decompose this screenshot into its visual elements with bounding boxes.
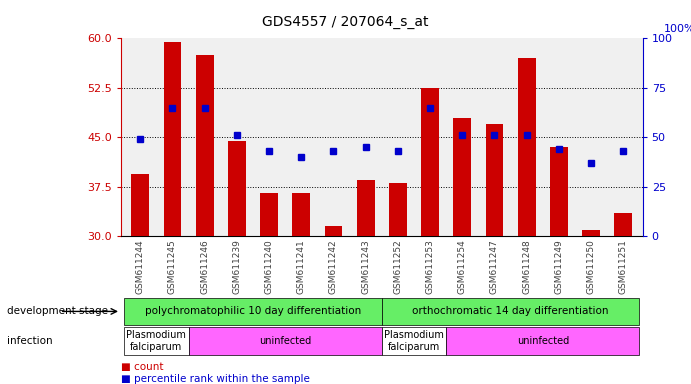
Text: ■ percentile rank within the sample: ■ percentile rank within the sample — [121, 374, 310, 384]
Bar — [486, 124, 503, 236]
Text: GSM611240: GSM611240 — [265, 239, 274, 294]
Text: uninfected: uninfected — [259, 336, 311, 346]
Bar — [389, 184, 407, 236]
Text: Plasmodium
falciparum: Plasmodium falciparum — [384, 330, 444, 352]
Text: GSM611249: GSM611249 — [554, 239, 563, 294]
Text: GSM611244: GSM611244 — [135, 239, 144, 294]
Text: ■ count: ■ count — [121, 362, 164, 372]
Bar — [453, 118, 471, 236]
Text: 100%: 100% — [663, 25, 691, 35]
Bar — [325, 226, 342, 236]
Text: Plasmodium
falciparum: Plasmodium falciparum — [126, 330, 187, 352]
Text: GDS4557 / 207064_s_at: GDS4557 / 207064_s_at — [263, 15, 428, 29]
Text: GSM611248: GSM611248 — [522, 239, 531, 294]
Text: development stage: development stage — [7, 306, 108, 316]
Bar — [518, 58, 536, 236]
Text: GSM611254: GSM611254 — [458, 239, 467, 294]
Text: GSM611247: GSM611247 — [490, 239, 499, 294]
Bar — [164, 42, 181, 236]
Bar — [124, 298, 382, 325]
Text: GSM611253: GSM611253 — [426, 239, 435, 294]
Text: GSM611243: GSM611243 — [361, 239, 370, 294]
Bar — [261, 193, 278, 236]
Bar — [357, 180, 375, 236]
Bar — [382, 298, 639, 325]
Text: GSM611241: GSM611241 — [296, 239, 305, 294]
Text: GSM611245: GSM611245 — [168, 239, 177, 294]
Bar — [550, 147, 568, 236]
Text: uninfected: uninfected — [517, 336, 569, 346]
Bar — [189, 327, 382, 355]
Bar — [292, 193, 310, 236]
Text: GSM611242: GSM611242 — [329, 239, 338, 294]
Text: polychromatophilic 10 day differentiation: polychromatophilic 10 day differentiatio… — [145, 306, 361, 316]
Bar — [583, 230, 600, 236]
Text: GSM611252: GSM611252 — [393, 239, 402, 294]
Text: GSM611251: GSM611251 — [619, 239, 628, 294]
Bar — [422, 88, 439, 236]
Text: GSM611239: GSM611239 — [232, 239, 241, 294]
Bar — [614, 213, 632, 236]
Bar — [196, 55, 214, 236]
Text: orthochromatic 14 day differentiation: orthochromatic 14 day differentiation — [413, 306, 609, 316]
Text: infection: infection — [7, 336, 53, 346]
Bar — [382, 327, 446, 355]
Bar — [131, 174, 149, 236]
Text: GSM611246: GSM611246 — [200, 239, 209, 294]
Bar — [446, 327, 639, 355]
Text: GSM611250: GSM611250 — [587, 239, 596, 294]
Bar — [124, 327, 189, 355]
Bar — [228, 141, 246, 236]
